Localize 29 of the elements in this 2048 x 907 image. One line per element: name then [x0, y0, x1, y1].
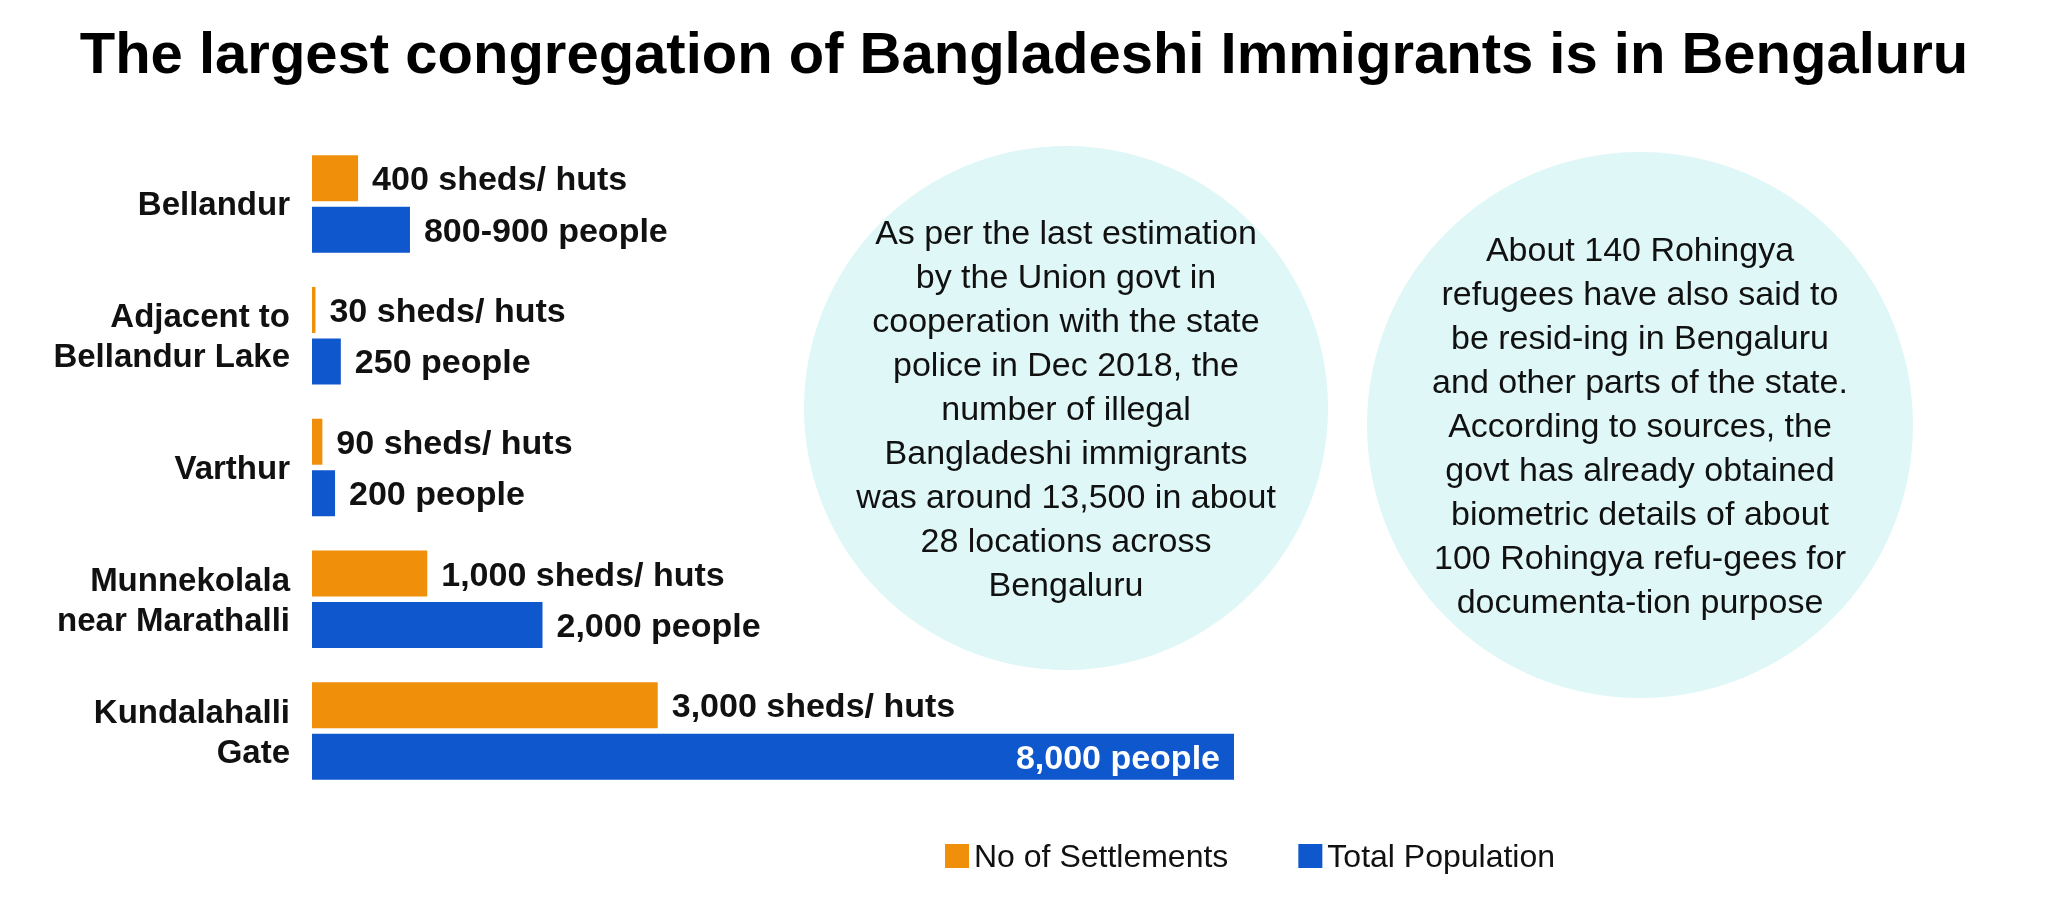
legend-label: No of Settlements [974, 838, 1229, 874]
y-tick-label: Bellandur [137, 185, 291, 223]
text: About 140 Rohingya refugees have also said to be resid-ing in Bengaluru and other parts of the state. According to sources, the govt has already obtained biometric details of about 100 Rohingya refu-gees for documenta-tion purpose [1432, 230, 1848, 620]
data-label: 200 people [349, 474, 525, 513]
bar [312, 682, 658, 729]
data-label: 800-900 people [423, 210, 668, 249]
bar [312, 602, 543, 649]
data-label: 400 sheds/ huts [372, 159, 628, 198]
bar [312, 338, 341, 385]
y-tick-label: Varthur [174, 449, 291, 486]
chart-title: The largest congregation of Bangladeshi Immigrants is in Bengaluru [79, 19, 1969, 85]
bar [312, 470, 336, 517]
y-tick-label: Munnekolala near Marathalli [57, 560, 291, 638]
text: As per the last estimation by the Union govt in cooperation with the state police in Dec 2018, the number of illegal Bangladeshi immigrants was around 13,500 in about 28 locations across Bengaluru [856, 213, 1276, 603]
data-label: 3,000 sheds/ huts [671, 686, 956, 725]
bar [312, 155, 359, 202]
bar [312, 206, 410, 253]
y-tick-label: Adjacent to Bellandur Lake [53, 297, 290, 375]
bar [312, 418, 323, 465]
data-label: 90 sheds/ huts [336, 422, 573, 461]
data-label: 8,000 people [1015, 737, 1220, 776]
bar [312, 733, 1234, 780]
data-label: 250 people [354, 342, 531, 381]
data-label: 30 sheds/ huts [329, 290, 566, 329]
legend-label: Total Population [1327, 838, 1556, 874]
data-label: 2,000 people [556, 606, 761, 645]
data-label: 1,000 sheds/ huts [441, 554, 725, 593]
y-tick-label: Kundalahalli Gate [93, 692, 290, 770]
bar [312, 550, 428, 597]
